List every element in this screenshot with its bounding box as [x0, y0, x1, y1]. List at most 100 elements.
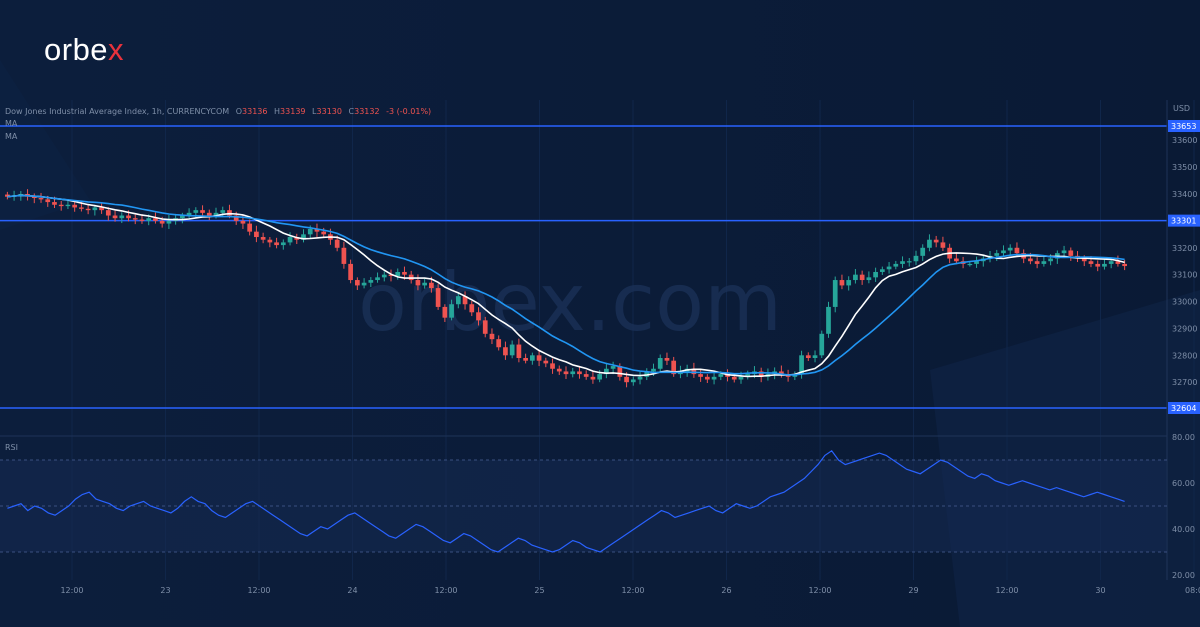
candle-body: [280, 242, 286, 246]
high-value: 33139: [280, 107, 305, 116]
price-tick: 33400: [1172, 190, 1197, 199]
candle-body: [691, 368, 697, 375]
candle-body: [1034, 261, 1040, 264]
candle-body: [954, 258, 959, 262]
candle-body: [1108, 261, 1114, 264]
chart-header: Dow Jones Industrial Average Index, 1h, …: [5, 107, 431, 116]
time-tick: 30: [1095, 586, 1105, 595]
candle-body: [274, 242, 279, 246]
level-label-box: [1168, 120, 1200, 132]
candle-body: [900, 261, 905, 264]
candle-body: [186, 212, 192, 216]
candle-body: [31, 196, 37, 199]
ma-legend-1[interactable]: MA: [5, 119, 18, 128]
candle-body: [920, 247, 926, 256]
ma-legend-2[interactable]: MA: [5, 132, 18, 141]
price-tick: 32900: [1172, 324, 1197, 333]
candle-body: [570, 371, 576, 375]
candle-body: [718, 374, 724, 377]
candle-body: [476, 312, 481, 321]
candle-body: [879, 269, 885, 272]
price-tick: 33500: [1172, 163, 1197, 172]
candle-body: [354, 280, 360, 286]
candle-body: [543, 360, 549, 364]
candle-body: [240, 220, 246, 224]
candle-body: [1048, 258, 1053, 262]
candle-body: [1095, 263, 1101, 267]
candle-body: [1068, 250, 1074, 256]
candle-body: [617, 366, 623, 377]
candle-body: [590, 376, 596, 380]
candle-body: [812, 355, 818, 358]
time-tick: 29: [908, 586, 918, 595]
candle-body: [442, 306, 448, 318]
candle-body: [886, 266, 892, 270]
candle-body: [1122, 263, 1127, 267]
candle-body: [1028, 258, 1033, 262]
rsi-axis: 80.00 60.00 40.00 20.00: [1172, 433, 1195, 580]
time-tick: 12:00: [808, 586, 831, 595]
candle-body: [832, 280, 838, 307]
candle-body: [1014, 247, 1020, 254]
candle-body: [99, 207, 104, 211]
level-label-box: [1168, 214, 1200, 227]
candle-body: [671, 360, 677, 375]
candle-body: [415, 280, 421, 286]
candle-body: [227, 210, 232, 216]
time-tick: 12:00: [621, 586, 644, 595]
candle-body: [974, 261, 979, 264]
time-tick: 23: [160, 586, 170, 595]
rsi-label[interactable]: RSI: [5, 443, 18, 452]
candle-body: [395, 271, 401, 277]
rsi-tick: 40.00: [1172, 525, 1195, 534]
candle-body: [893, 263, 899, 267]
candle-body: [846, 280, 852, 286]
candle-body: [1061, 250, 1067, 254]
candle-body: [146, 218, 152, 221]
candle-body: [287, 237, 293, 243]
candle-body: [563, 371, 569, 375]
candle-body: [482, 320, 488, 334]
watermark: orbex.com: [358, 256, 782, 349]
candle-body: [799, 355, 804, 375]
candle-body: [1001, 250, 1006, 254]
candle-body: [200, 210, 205, 213]
candle-body: [72, 204, 78, 208]
candle-body: [657, 357, 663, 369]
candle-body: [375, 277, 380, 281]
candle-body: [58, 204, 64, 207]
candle-body: [556, 368, 562, 372]
low-value: 33130: [317, 107, 342, 116]
candle-body: [859, 274, 865, 281]
candle-body: [529, 355, 535, 361]
candle-body: [509, 344, 515, 356]
candle-body: [536, 355, 542, 361]
open-value: 33136: [242, 107, 267, 116]
time-axis[interactable]: 12:00 23 12:00 24 12:00 25 12:00 26 12:00 29 12:00…: [60, 586, 1200, 595]
time-tick: 12:00: [995, 586, 1018, 595]
candle-body: [1088, 261, 1094, 264]
candle-body: [132, 218, 138, 220]
close-value: 33132: [354, 107, 379, 116]
candle-body: [435, 288, 441, 307]
symbol-title: Dow Jones Industrial Average Index, 1h, …: [5, 107, 229, 116]
time-tick: 12:00: [247, 586, 270, 595]
candle-body: [233, 215, 239, 221]
candle-body: [583, 374, 589, 377]
horizontal-levels[interactable]: [0, 125, 1167, 409]
candle-body: [866, 277, 872, 281]
candle-body: [994, 253, 1000, 256]
candle-body: [65, 204, 71, 207]
candle-body: [449, 304, 454, 318]
candle-body: [85, 208, 91, 211]
candle-body: [314, 228, 320, 232]
candle-body: [159, 220, 165, 224]
ma-slow-line: [7, 194, 1125, 376]
candle-body: [52, 202, 57, 205]
candle-body: [644, 371, 650, 377]
candle-body: [577, 371, 582, 375]
price-tick: 33000: [1172, 298, 1197, 307]
price-tick: 33200: [1172, 244, 1197, 253]
